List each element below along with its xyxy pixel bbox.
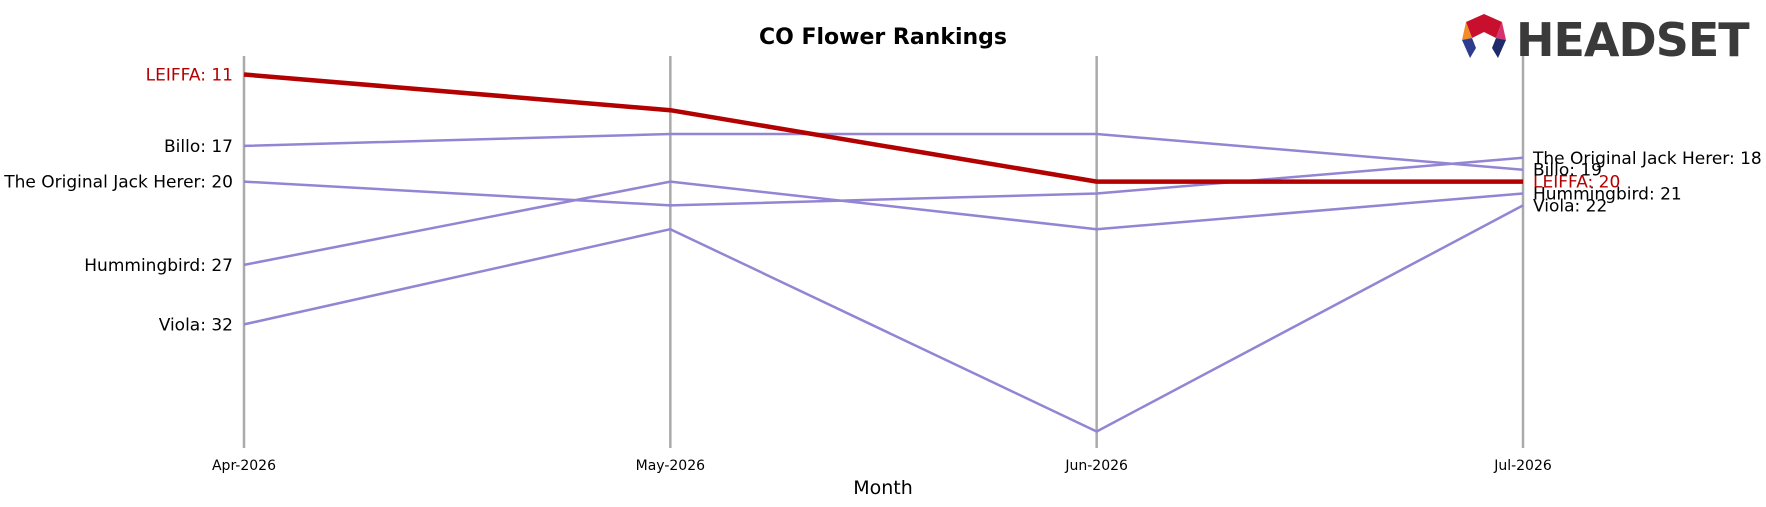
end-label: LEIFFA: 20 [1533, 173, 1620, 193]
series-line-viola [243, 204, 1524, 433]
x-tick-labels: Apr-2026 May-2026 Jun-2026 Jul-2026 [212, 458, 1552, 474]
series-line-the-original-jack-herer [243, 156, 1524, 207]
x-tick-label: Apr-2026 [212, 458, 276, 474]
end-label: The Original Jack Herer: 18 [1532, 149, 1762, 169]
start-label: LEIFFA: 11 [146, 66, 233, 86]
start-labels: LEIFFA: 11 Billo: 17 The Original Jack Her… [3, 66, 233, 336]
month-gridlines [242, 56, 1525, 448]
end-label: Billo: 19 [1533, 161, 1602, 181]
series-lines [243, 72, 1524, 433]
headset-logo: HEADSET [1462, 13, 1751, 67]
series-line-leiffa [243, 72, 1523, 184]
start-label: Hummingbird: 27 [84, 256, 233, 276]
chart-title: CO Flower Rankings [759, 25, 1007, 50]
headset-logo-text: HEADSET [1516, 13, 1750, 67]
series-line-hummingbird [243, 180, 1524, 267]
x-tick-label: Jun-2026 [1064, 458, 1128, 474]
x-axis-label: Month [853, 477, 913, 499]
headset-logo-icon [1462, 14, 1506, 58]
x-tick-label: May-2026 [636, 458, 705, 474]
start-label: Viola: 32 [159, 315, 233, 335]
x-tick-label: Jul-2026 [1493, 458, 1552, 474]
series-line-billo [243, 132, 1524, 171]
start-label: Billo: 17 [164, 137, 233, 157]
end-label: Hummingbird: 21 [1533, 185, 1682, 205]
start-label: The Original Jack Herer: 20 [3, 173, 233, 193]
end-label: Viola: 22 [1533, 196, 1607, 216]
